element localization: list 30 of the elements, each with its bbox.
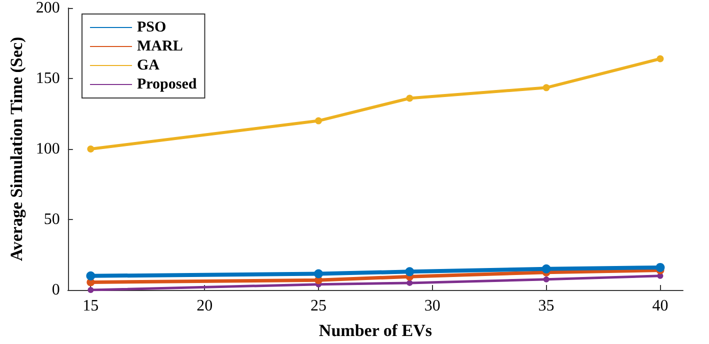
x-tick-label: 35	[538, 298, 554, 314]
x-tick-label: 40	[652, 298, 668, 314]
y-tick-label: 200	[36, 0, 60, 16]
y-tick-label: 100	[36, 140, 60, 158]
x-tick-label: 30	[424, 298, 440, 314]
point	[542, 84, 550, 92]
point	[543, 276, 550, 282]
point	[406, 280, 413, 286]
y-tick-label: 0	[52, 282, 60, 298]
legend-label: PSO	[137, 20, 166, 36]
legend-label: Proposed	[137, 76, 198, 92]
point	[314, 269, 323, 278]
point	[86, 271, 96, 280]
legend-label: MARL	[137, 38, 183, 54]
point	[405, 267, 414, 276]
legend-label: GA	[137, 58, 160, 74]
point	[88, 287, 94, 293]
y-tick-label: 50	[44, 211, 60, 228]
point	[315, 117, 322, 124]
x-tick-label: 20	[196, 298, 213, 314]
point	[406, 94, 414, 102]
point	[656, 262, 665, 272]
x-tick-label: 15	[82, 298, 99, 314]
point	[542, 264, 551, 274]
y-axis-title: Average Simulation Time (Sec)	[7, 36, 26, 262]
y-tick-label: 150	[36, 70, 60, 87]
x-tick-label: 25	[310, 298, 326, 314]
x-axis-title: Number of EVs	[318, 321, 432, 340]
point	[87, 146, 94, 152]
point	[656, 55, 664, 62]
